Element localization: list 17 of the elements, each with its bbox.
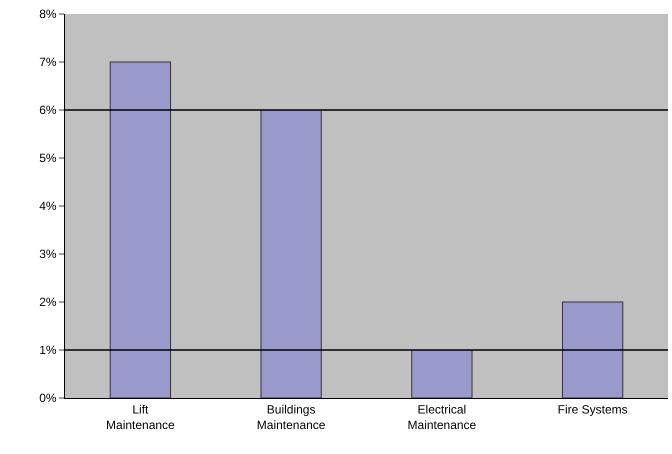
x-tick-label: Buildings Maintenance: [256, 402, 326, 432]
bar: [562, 302, 624, 398]
y-tick-label: 1%: [39, 343, 57, 358]
y-tick-label: 0%: [39, 391, 57, 406]
bar: [260, 110, 322, 398]
y-tick-label: 7%: [39, 55, 57, 70]
y-tick-label: 4%: [39, 199, 57, 214]
x-tick-label: Fire Systems: [558, 402, 628, 416]
bar: [411, 350, 473, 398]
y-tick-label: 6%: [39, 103, 57, 118]
x-tick-label: Electrical Maintenance: [408, 402, 477, 432]
y-tick-label: 5%: [39, 151, 57, 166]
y-tick-label: 8%: [39, 7, 57, 22]
bar: [110, 62, 172, 398]
y-tick-label: 3%: [39, 247, 57, 262]
x-tick-label: Lift Maintenance: [106, 402, 176, 432]
y-tick-label: 2%: [39, 295, 57, 310]
